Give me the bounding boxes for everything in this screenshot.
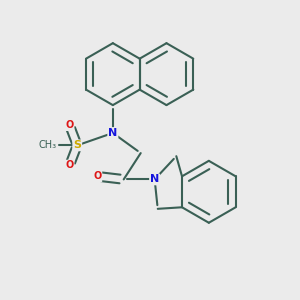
Text: O: O	[65, 160, 74, 170]
Text: O: O	[65, 120, 74, 130]
Text: N: N	[150, 174, 159, 184]
Text: CH₃: CH₃	[39, 140, 57, 150]
Text: O: O	[93, 171, 101, 181]
Text: S: S	[73, 140, 81, 150]
Text: N: N	[108, 128, 118, 138]
